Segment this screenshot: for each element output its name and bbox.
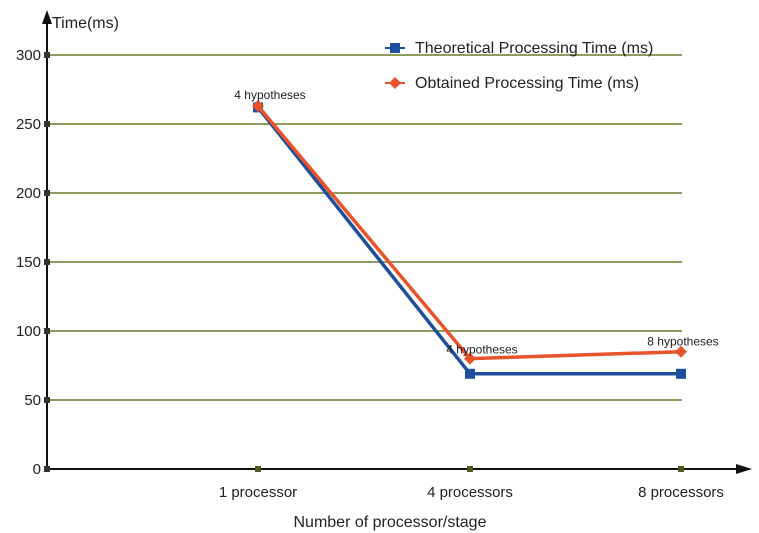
y-tick-label-300: 300 [16,47,41,64]
grid-lines [47,54,682,401]
annotation-0: 4 hypotheses [234,88,305,102]
annotation-1: 4 hypotheses [446,343,517,357]
y-tick-label-200: 200 [16,185,41,202]
annotations: 4 hypotheses 4 hypotheses 8 hypotheses [234,88,718,357]
x-tick-label-0: 1 processor [219,484,297,501]
x-tick-label-1: 4 processors [427,484,513,501]
y-axis-label: Time(ms) [52,15,119,32]
legend-label-0: Theoretical Processing Time (ms) [415,40,653,57]
series-line-0 [256,106,681,376]
legend-marker-1 [389,77,401,89]
x-tick-mark-0 [255,466,261,472]
legend-label-1: Obtained Processing Time (ms) [415,75,639,92]
axes [42,10,752,474]
y-tick-label-100: 100 [16,323,41,340]
data-point-1-2 [675,345,687,358]
x-axis-label: Number of processor/stage [294,514,487,531]
data-point-0-1 [465,368,475,379]
y-tick-mark-200 [44,190,50,196]
tick-labels: 0 50 100 150 200 250 300 1 processor 4 processor… [16,47,724,501]
y-tick-mark-250 [44,121,50,127]
y-tick-mark-100 [44,328,50,334]
y-tick-label-150: 150 [16,254,41,271]
legend-marker-0 [390,43,400,53]
x-tick-label-2: 8 processors [638,484,724,501]
y-tick-mark-300 [44,52,50,58]
x-tick-mark-1 [467,466,473,472]
y-axis-arrow [42,10,52,24]
data-point-0-2 [676,368,686,379]
x-tick-mark-2 [678,466,684,472]
y-tick-mark-0 [44,466,50,472]
legend: Theoretical Processing Time (ms) Obtained… [385,40,653,92]
y-tick-label-50: 50 [24,392,41,409]
y-tick-mark-150 [44,259,50,265]
series-lines [252,100,687,379]
y-tick-mark-50 [44,397,50,403]
series-line-1 [256,104,682,361]
y-tick-label-250: 250 [16,116,41,133]
data-point-1-0 [252,100,264,113]
annotation-2: 8 hypotheses [647,335,718,349]
x-axis-arrow [736,464,752,474]
data-point-1-1 [464,352,476,365]
y-tick-label-0: 0 [33,461,41,478]
